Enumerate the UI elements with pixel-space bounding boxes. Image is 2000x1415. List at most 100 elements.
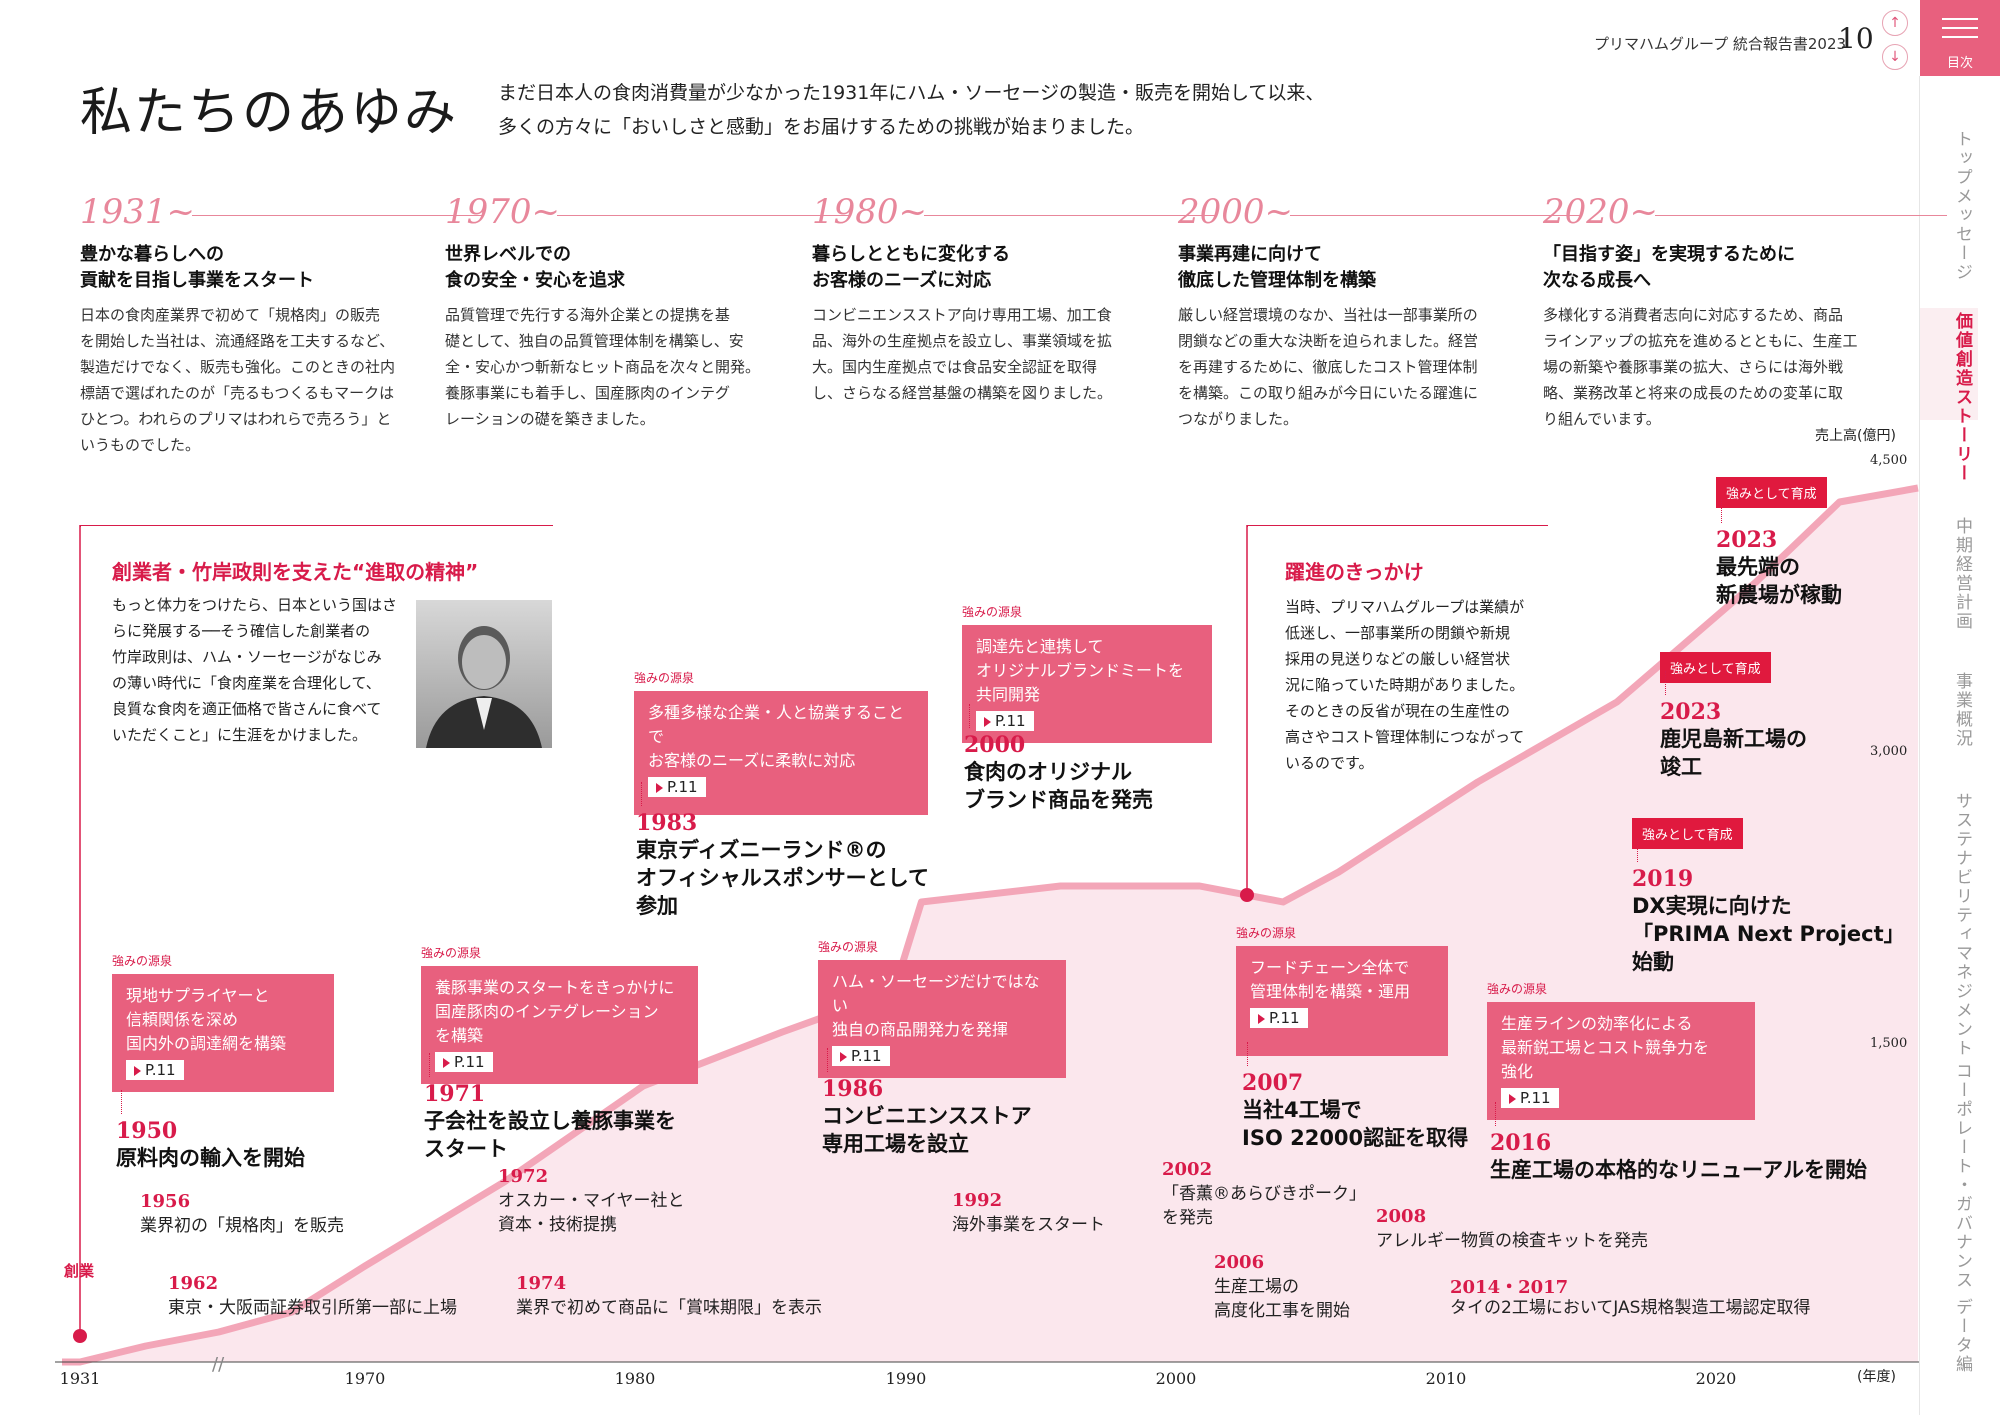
page-down-button[interactable]: ↓ xyxy=(1882,44,1908,70)
source-box-s2016: 生産ラインの効率化による 最新鋭工場とコスト競争力を 強化 P.11 xyxy=(1487,1002,1755,1120)
axis-break-icon: // xyxy=(212,1354,225,1375)
leap-dot xyxy=(1240,888,1254,902)
event-text-e2008: アレルギー物質の検査キットを発売 xyxy=(1376,1231,1648,1251)
page-ref-link[interactable]: P.11 xyxy=(1501,1088,1559,1108)
source-label-s2000: 強みの源泉 xyxy=(962,605,1023,619)
event-text-e1992: 海外事業をスタート xyxy=(952,1215,1105,1235)
event-text-e1986: コンビニエンスストア 専用工場を設立 xyxy=(822,1104,1032,1156)
era-heading-4: 「目指す姿」を実現するために 次なる成長へ xyxy=(1543,244,1795,291)
era-year-0: 1931~ xyxy=(80,192,196,232)
sidebar-item-business-overview[interactable]: 事業概況 xyxy=(1952,672,1972,748)
era-rule-0 xyxy=(192,215,484,216)
arrow-down-icon: ↓ xyxy=(1889,49,1901,65)
page-ref-link[interactable]: P.11 xyxy=(648,777,706,797)
source-label-s1986: 強みの源泉 xyxy=(818,940,879,954)
sidebar-item-mid-term-plan[interactable]: 中期経営計画 xyxy=(1952,517,1972,631)
era-heading-3: 事業再建に向けて 徹底した管理体制を構築 xyxy=(1178,244,1376,291)
page-ref-link[interactable]: P.11 xyxy=(435,1052,493,1072)
event-connector-e2023b xyxy=(1721,499,1722,523)
event-year-e1992: 1992 xyxy=(952,1190,1003,1211)
era-year-2: 1980~ xyxy=(812,192,928,232)
event-text-e1971: 子会社を設立し養豚事業を スタート xyxy=(424,1109,676,1161)
event-year-e1974: 1974 xyxy=(516,1273,567,1294)
event-text-e2000: 食肉のオリジナル ブランド商品を発売 xyxy=(964,760,1153,812)
event-year-e2006: 2006 xyxy=(1214,1252,1265,1273)
era-rule-2 xyxy=(924,215,1216,216)
x-tick-2020: 2020 xyxy=(1696,1369,1737,1388)
toc-label: 目次 xyxy=(1946,56,1973,71)
event-text-e2002: 「香薫®あらびきポーク」 を発売 xyxy=(1162,1184,1366,1228)
event-connector-e2019 xyxy=(1637,838,1638,862)
era-rule-1 xyxy=(557,215,849,216)
sidebar-item-top-message[interactable]: トップメッセージ xyxy=(1952,130,1972,282)
source-label-s1950: 強みの源泉 xyxy=(112,954,173,968)
event-year-e2016: 2016 xyxy=(1490,1130,1552,1156)
event-text-e2006: 生産工場の 高度化工事を開始 xyxy=(1214,1277,1350,1321)
founder-callout-title: 創業者・竹岸政則を支えた“進取の精神” xyxy=(112,560,479,584)
founder-callout-body: もっと体力をつけたら、日本という国はさ らに発展する──そう確信した創業者の 竹岸政… xyxy=(112,596,398,744)
era-year-4: 2020~ xyxy=(1543,192,1659,232)
grow-tag-0: 強みとして育成 xyxy=(1716,477,1827,508)
page-up-button[interactable]: ↑ xyxy=(1882,10,1908,36)
era-year-1: 1970~ xyxy=(445,192,561,232)
era-rule-3 xyxy=(1290,215,1582,216)
era-heading-0: 豊かな暮らしへの 貢献を目指し事業をスタート xyxy=(80,244,314,291)
toc-button[interactable]: 目次 xyxy=(1920,0,2000,76)
leap-callout-title: 躍進のきっかけ xyxy=(1285,560,1424,584)
event-text-e1983: 東京ディズニーランド®の オフィシャルスポンサーとして 参加 xyxy=(636,838,929,918)
y-tick-4500: 4,500 xyxy=(1870,453,1908,468)
sidebar-item-value-story[interactable]: 価値創造ストーリー xyxy=(1952,312,1972,483)
x-tick-1970: 1970 xyxy=(345,1369,386,1388)
event-text-e2016: 生産工場の本格的なリニューアルを開始 xyxy=(1490,1158,1867,1182)
source-box-s1986: ハム・ソーセージだけではない 独自の商品開発力を発揮 P.11 xyxy=(818,960,1066,1078)
x-tick-1990: 1990 xyxy=(886,1369,927,1388)
event-text-e2014: タイの2工場においてJAS規格製造工場認定取得 xyxy=(1450,1298,1811,1318)
event-text-e1962: 東京・大阪両証券取引所第一部に上場 xyxy=(168,1298,457,1318)
source-label-s1983: 強みの源泉 xyxy=(634,671,695,685)
y-axis-title: 売上高(億円) xyxy=(1815,428,1896,444)
event-year-e2000: 2000 xyxy=(964,732,1026,758)
page-ref-link[interactable]: P.11 xyxy=(976,711,1034,731)
era-body-0: 日本の食肉産業界で初めて「規格肉」の販売 を開始した当社は、流通経路を工夫するなど… xyxy=(80,306,396,454)
event-year-e1971: 1971 xyxy=(424,1081,486,1107)
era-rule-4 xyxy=(1655,215,1947,216)
era-body-4: 多様化する消費者志向に対応するため、商品 ラインアップの拡充を進めるとともに、生産… xyxy=(1543,306,1858,428)
sales-area-line xyxy=(62,484,1919,1366)
grow-tag-1: 強みとして育成 xyxy=(1660,652,1771,683)
y-tick-3000: 3,000 xyxy=(1870,744,1908,759)
era-body-3: 厳しい経営環境のなか、当社は一部事業所の 閉鎖などの重大な決断を迫られました。経営… xyxy=(1178,306,1479,428)
event-text-e1956: 業界初の「規格肉」を販売 xyxy=(140,1216,344,1236)
event-year-e1986: 1986 xyxy=(822,1076,884,1102)
source-box-s2000: 調達先と連携して オリジナルブランドミートを 共同開発 P.11 xyxy=(962,625,1212,743)
event-text-e2007: 当社4工場で ISO 22000認証を取得 xyxy=(1242,1098,1469,1150)
x-tick-2000: 2000 xyxy=(1156,1369,1197,1388)
sidebar-item-sustainability[interactable]: サステナビリティマネジメント xyxy=(1952,792,1972,1058)
event-connector-e1986 xyxy=(827,1048,828,1072)
menu-icon xyxy=(1942,18,1978,45)
event-year-e2008: 2008 xyxy=(1376,1206,1427,1227)
page-ref-link[interactable]: P.11 xyxy=(1250,1008,1308,1028)
sidebar-item-data[interactable]: データ編 xyxy=(1952,1298,1972,1374)
sidebar-divider xyxy=(1919,76,1920,1415)
page-ref-link[interactable]: P.11 xyxy=(126,1060,184,1080)
event-text-e2023a: 鹿児島新工場の 竣工 xyxy=(1660,727,1807,779)
x-tick-2010: 2010 xyxy=(1426,1369,1467,1388)
event-year-e2019: 2019 xyxy=(1632,866,1694,892)
leap-callout-body: 当時、プリマハムグループは業績が 低迷し、一部事業所の閉鎖や新規 採用の見送りなどの… xyxy=(1285,598,1525,772)
event-connector-e2016 xyxy=(1495,1102,1496,1126)
event-year-e1950: 1950 xyxy=(116,1118,178,1144)
report-title: プリマハムグループ 統合報告書2023 xyxy=(1594,35,1847,53)
y-tick-1500: 1,500 xyxy=(1870,1036,1908,1051)
event-connector-e1950 xyxy=(121,1090,122,1114)
page-number: 10 xyxy=(1838,22,1874,55)
event-year-e1956: 1956 xyxy=(140,1191,191,1212)
source-box-s1950: 現地サプライヤーと 信頼関係を深め 国内外の調達網を構築 P.11 xyxy=(112,974,334,1092)
page-ref-link[interactable]: P.11 xyxy=(832,1046,890,1066)
source-box-s1971: 養豚事業のスタートをきっかけに 国産豚肉のインテグレーション を構築 P.11 xyxy=(421,966,698,1084)
event-connector-e2000 xyxy=(969,704,970,728)
event-year-e2007: 2007 xyxy=(1242,1070,1304,1096)
sidebar-item-governance[interactable]: コーポレート・ガバナンス xyxy=(1952,1062,1972,1290)
sidebar-active-bg xyxy=(1920,308,1978,420)
page-title: 私たちのあゆみ xyxy=(80,83,459,143)
